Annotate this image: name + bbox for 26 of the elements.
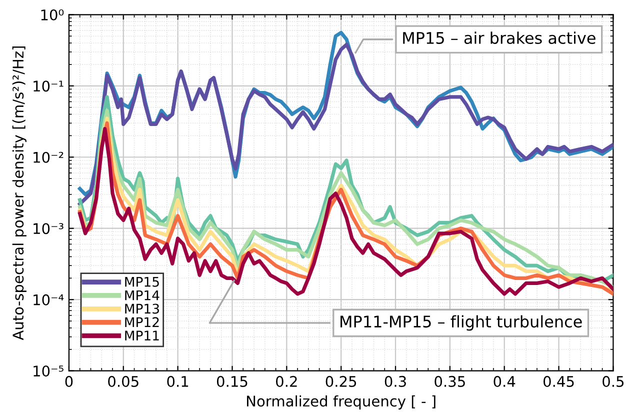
y-tick-label: 10⁻⁵ — [34, 366, 64, 377]
y-tick-label: 10⁻³ — [34, 223, 64, 234]
annotation: MP15 – air brakes active — [403, 32, 596, 44]
y-tick-label: 10⁻¹ — [34, 80, 64, 92]
x-tick-label: 0.05 — [108, 376, 138, 387]
x-tick-label: 0.3 — [384, 376, 406, 387]
annotation: MP11-MP15 – flight turbulence — [340, 315, 582, 331]
y-tick-label: 10⁰ — [41, 9, 64, 20]
y-tick-label: 10⁻⁴ — [34, 294, 64, 306]
x-tick-label: 0.1 — [167, 376, 188, 387]
y-axis-title: Auto-spectral power density [(m/s²)²/Hz] — [12, 46, 26, 340]
x-tick-label: 0.35 — [434, 376, 465, 387]
legend-label: MP11 — [125, 330, 159, 340]
x-tick-label: 0.45 — [544, 376, 574, 387]
x-tick-label: 0.4 — [494, 376, 516, 387]
x-tick-label: 0.15 — [216, 376, 248, 387]
x-axis-title: Normalized frequency [ - ] — [247, 395, 436, 410]
y-tick-label: 10⁻² — [34, 152, 64, 163]
legend-label: MP12 — [125, 317, 159, 327]
legend-label: MP13 — [125, 304, 159, 314]
legend-label: MP14 — [125, 290, 160, 300]
x-tick-label: 0 — [65, 376, 73, 387]
legend-label: MP15 — [125, 277, 159, 287]
x-tick-label: 0.5 — [602, 376, 624, 387]
x-tick-label: 0.25 — [326, 376, 356, 387]
x-tick-label: 0.2 — [276, 376, 297, 387]
